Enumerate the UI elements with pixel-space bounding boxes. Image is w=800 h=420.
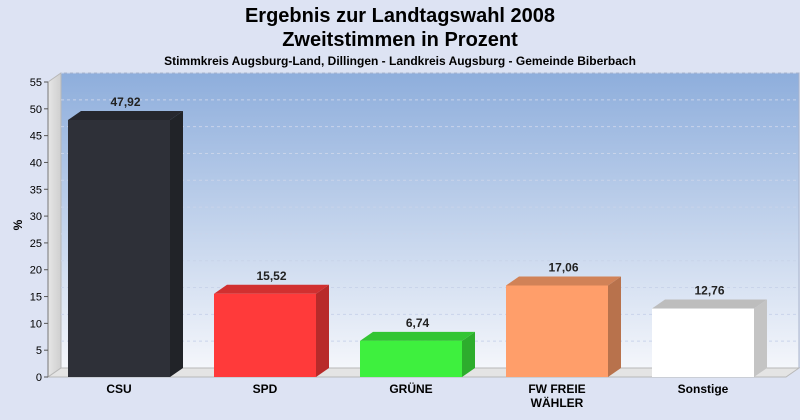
bar-top: [652, 299, 767, 309]
y-tick-label: 35: [30, 184, 42, 196]
bar-front: [506, 285, 608, 377]
bar-front: [652, 308, 754, 377]
y-tick-label: 5: [36, 345, 42, 357]
x-tick-label: FW FREIE WÄHLER: [528, 382, 585, 410]
chart-title: Ergebnis zur Landtagswahl 2008: [244, 5, 556, 27]
chart-title-line2: Zweitstimmen in Prozent: [282, 29, 518, 51]
data-label: 6,74: [406, 316, 430, 330]
chart-subtitle: Stimmkreis Augsburg-Land, Dillingen - La…: [164, 54, 636, 68]
y-tick-label: 25: [30, 238, 42, 250]
data-label: 15,52: [256, 269, 286, 283]
bar-top: [214, 284, 329, 294]
y-tick-label: 0: [36, 372, 42, 384]
bar-front: [214, 293, 316, 377]
bar-spd: 15,52: [214, 269, 329, 377]
y-tick-label: 10: [30, 318, 42, 330]
data-label: 12,76: [694, 284, 724, 298]
x-tick-label: Sonstige: [678, 382, 729, 396]
y-axis-label: %: [11, 219, 25, 230]
bars: 47,92 15,52 6,74 17,06 12,76: [68, 95, 767, 377]
bar-front: [68, 119, 170, 377]
bar-side: [170, 110, 183, 377]
bar-top: [506, 276, 621, 286]
bar-side: [316, 284, 329, 377]
y-tick-label: 40: [30, 157, 42, 169]
data-label: 47,92: [110, 95, 140, 109]
y-tick-label: 15: [30, 292, 42, 304]
bar-fw-freie-wähler: 17,06: [506, 260, 621, 377]
category-labels: CSU SPD GRÜNE FW FREIE WÄHLER Sonstige: [106, 381, 728, 410]
bar-side: [608, 276, 621, 377]
bar-side: [462, 331, 475, 377]
x-tick-label: CSU: [106, 382, 131, 396]
plot-side-wall: [47, 72, 62, 378]
x-tick-label: GRÜNE: [389, 381, 432, 396]
data-label: 17,06: [548, 260, 578, 274]
y-tick-label: 55: [30, 77, 42, 89]
bar-sonstige: 12,76: [652, 284, 767, 377]
bar-grüne: 6,74: [360, 316, 475, 377]
y-tick-label: 20: [30, 265, 42, 277]
bar-front: [360, 340, 462, 377]
bar-csu: 47,92: [68, 95, 183, 377]
bar-side: [754, 299, 767, 377]
x-tick-label: SPD: [253, 382, 278, 396]
bar-top: [68, 110, 183, 120]
bar-top: [360, 331, 475, 341]
y-tick-label: 30: [30, 211, 42, 223]
y-tick-label: 45: [30, 131, 42, 143]
y-tick-label: 50: [30, 104, 42, 116]
y-axis: 0 5 10 15 20 25 30 35 40 45 50 55: [30, 77, 49, 384]
